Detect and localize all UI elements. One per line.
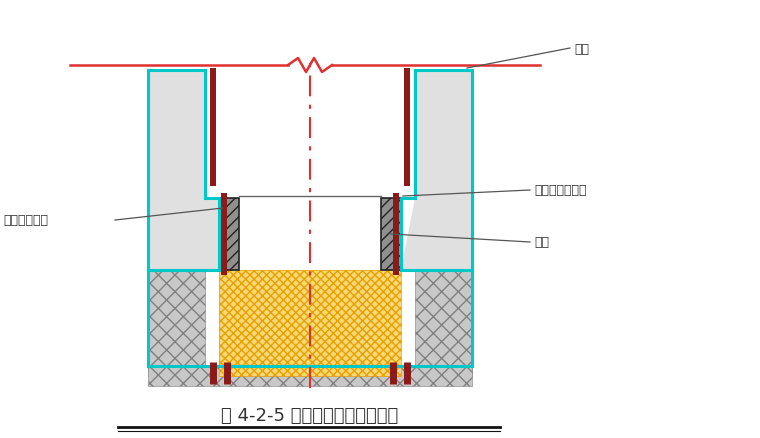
Polygon shape [221,194,227,276]
Polygon shape [148,366,472,386]
Polygon shape [401,198,472,270]
Text: 护壁间连接钢筋: 护壁间连接钢筋 [534,184,587,197]
Text: 图 4-2-5 挖孔桩护壁施工示意图: 图 4-2-5 挖孔桩护壁施工示意图 [221,406,399,424]
Polygon shape [415,71,472,198]
Polygon shape [415,71,472,376]
Polygon shape [219,198,239,270]
Text: 护壁: 护壁 [574,42,589,55]
Polygon shape [381,198,401,270]
Polygon shape [404,69,410,187]
Polygon shape [393,194,399,276]
Polygon shape [148,198,219,270]
Polygon shape [148,71,205,376]
Polygon shape [210,69,216,187]
Text: 混凝土浇注口: 混凝土浇注口 [3,214,48,227]
Polygon shape [148,71,205,198]
Polygon shape [219,270,401,376]
Text: 模板: 模板 [534,236,549,249]
